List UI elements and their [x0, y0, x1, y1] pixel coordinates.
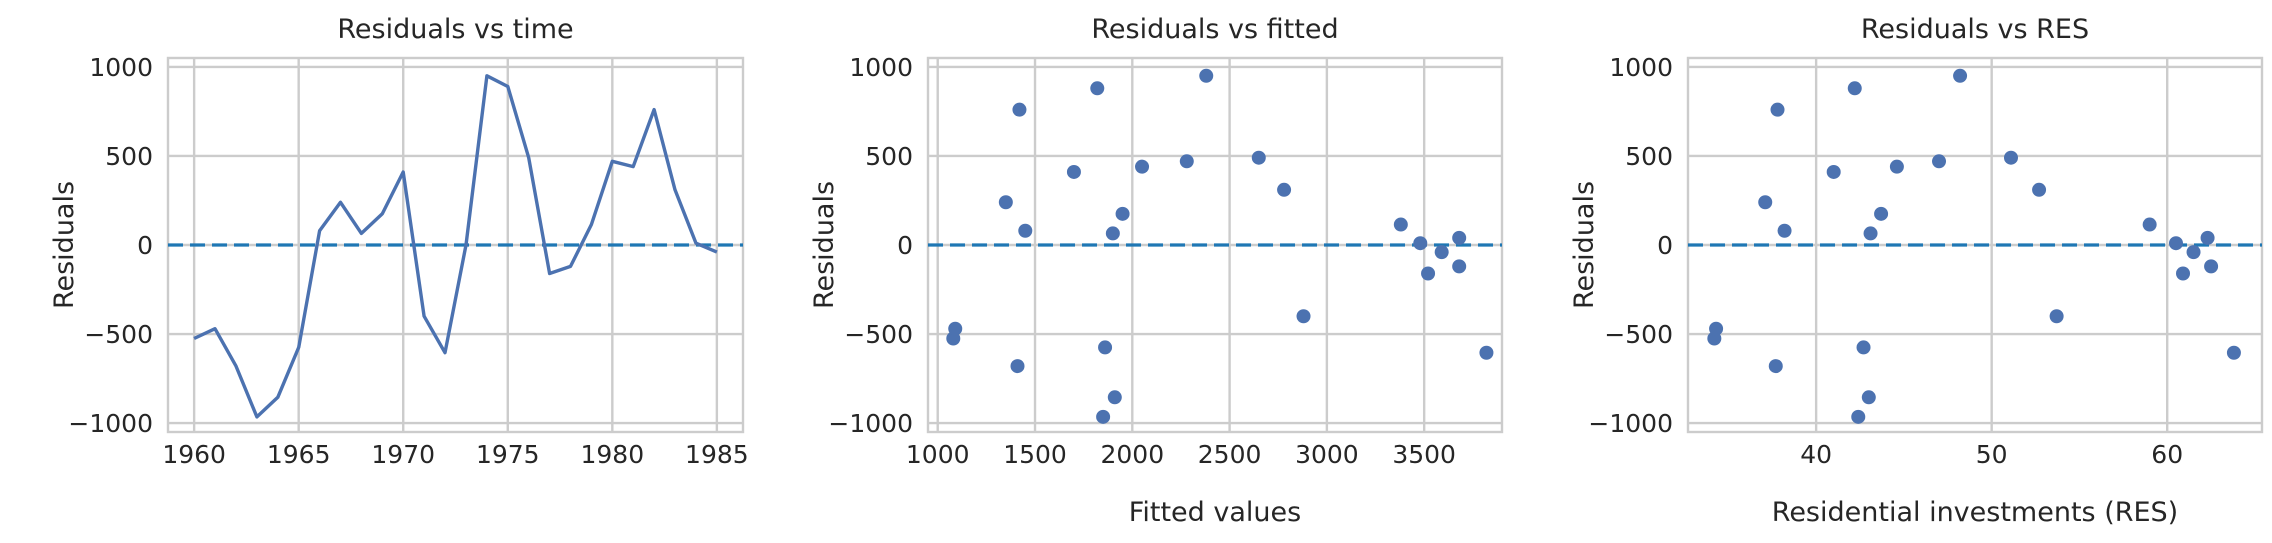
chart-panel-1: 1960 1965 1970 1975 1980 1985 −1000 −500 0 500 100…: [49, 14, 749, 469]
chart-panel-2: 1000 1500 2000 2500 3000 3500 −1000 −500 0 500 100…: [809, 14, 1504, 528]
y-tick-label: 500: [865, 142, 913, 171]
residual-series-line: [193, 74, 718, 419]
data-point: [1107, 390, 1122, 405]
data-point: [948, 321, 963, 336]
data-point: [1096, 409, 1111, 424]
data-point: [2226, 345, 2241, 360]
data-point: [1012, 102, 1027, 117]
x-tick-label: 1000: [906, 440, 970, 469]
data-point: [1018, 223, 1033, 238]
data-point: [1770, 102, 1785, 117]
data-point: [1066, 164, 1081, 179]
chart-title: Residuals vs fitted: [1091, 14, 1338, 45]
data-point: [1452, 230, 1467, 245]
y-tick-label: −1000: [828, 409, 913, 438]
x-tick-label: 2500: [1198, 440, 1262, 469]
x-tick-label: 40: [1800, 440, 1832, 469]
data-point: [1098, 340, 1113, 355]
y-tick-label: 1000: [1609, 53, 1673, 82]
data-point: [1277, 182, 1292, 197]
y-tick-label: 1000: [849, 53, 913, 82]
x-tick-label: 1965: [267, 440, 331, 469]
data-point: [2204, 259, 2219, 274]
y-tick-label: −500: [844, 320, 913, 349]
data-point: [1010, 359, 1025, 374]
data-point: [1251, 150, 1266, 165]
data-point: [2176, 266, 2191, 281]
x-tick-label: 1980: [581, 440, 645, 469]
chart-title: Residuals vs time: [337, 14, 573, 45]
y-tick-label: 0: [897, 231, 913, 260]
data-point: [1863, 226, 1878, 241]
data-point: [1105, 226, 1120, 241]
x-tick-label: 2000: [1100, 440, 1164, 469]
x-tick-label: 1970: [371, 440, 435, 469]
x-tick-label: 60: [2151, 440, 2183, 469]
data-point: [1452, 259, 1467, 274]
data-point: [1856, 340, 1871, 355]
data-point: [1758, 195, 1773, 210]
y-axis-label: Residuals: [49, 181, 80, 309]
data-point: [1861, 390, 1876, 405]
x-axis-label: Residential investments (RES): [1772, 497, 2178, 528]
y-tick-label: 0: [1657, 231, 1673, 260]
y-tick-label: −500: [1604, 320, 1673, 349]
data-point: [1479, 345, 1494, 360]
data-point: [1393, 217, 1408, 232]
y-tick-label: 500: [1625, 142, 1673, 171]
data-point: [1874, 206, 1889, 221]
data-point: [2049, 309, 2064, 324]
y-axis-label: Residuals: [809, 181, 840, 309]
data-point: [1115, 206, 1130, 221]
data-point: [1434, 245, 1449, 260]
chart-title: Residuals vs RES: [1861, 14, 2089, 45]
y-tick-label: 1000: [89, 53, 153, 82]
x-tick-label: 1960: [162, 440, 226, 469]
data-point: [2142, 217, 2157, 232]
x-axis-label: Fitted values: [1129, 497, 1301, 528]
data-point: [2200, 230, 2215, 245]
data-point: [1847, 81, 1862, 96]
x-tick-label: 50: [1976, 440, 2008, 469]
data-point: [1413, 236, 1428, 251]
data-point: [1826, 164, 1841, 179]
data-point: [998, 195, 1013, 210]
data-point: [2168, 236, 2183, 251]
data-point: [1889, 159, 1904, 174]
data-point: [1777, 223, 1792, 238]
y-tick-label: −500: [84, 320, 153, 349]
data-point: [1851, 409, 1866, 424]
data-point: [1135, 159, 1150, 174]
data-point: [1199, 68, 1214, 83]
data-point: [1709, 321, 1724, 336]
data-point: [1296, 309, 1311, 324]
x-tick-label: 1500: [1003, 440, 1067, 469]
x-tick-label: 1975: [476, 440, 540, 469]
data-point: [1421, 266, 1436, 281]
data-point: [1090, 81, 1105, 96]
data-point: [1768, 359, 1783, 374]
data-point: [1953, 68, 1968, 83]
x-tick-label: 1985: [685, 440, 749, 469]
data-point: [2186, 245, 2201, 260]
y-tick-label: 0: [137, 231, 153, 260]
y-tick-label: −1000: [1588, 409, 1673, 438]
chart-panel-3: 40 50 60 −1000 −500 0 500 1000 Residuals vs RES R…: [1569, 14, 2264, 528]
x-tick-label: 3500: [1392, 440, 1456, 469]
data-point: [1932, 154, 1947, 169]
y-tick-label: 500: [105, 142, 153, 171]
data-point: [2003, 150, 2018, 165]
y-axis-label: Residuals: [1569, 181, 1600, 309]
data-point: [2032, 182, 2047, 197]
x-tick-label: 3000: [1295, 440, 1359, 469]
y-tick-label: −1000: [68, 409, 153, 438]
data-point: [1179, 154, 1194, 169]
